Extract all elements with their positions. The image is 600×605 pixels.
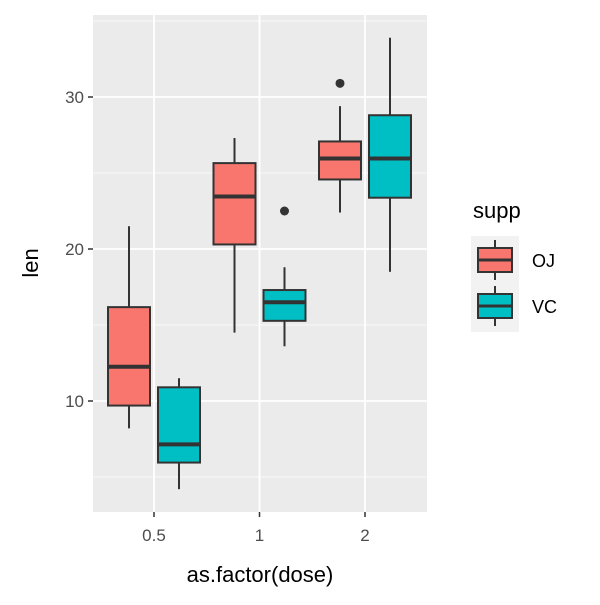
y-tick-label: 10	[65, 392, 84, 411]
outlier-point	[335, 78, 345, 88]
box	[368, 114, 412, 199]
y-tick-label: 20	[65, 240, 84, 259]
box	[212, 162, 257, 246]
box	[157, 386, 201, 464]
outlier-point	[280, 206, 289, 216]
legend-label-VC: VC	[532, 297, 557, 317]
box-VC-0.5	[157, 378, 201, 490]
box-OJ-2	[318, 78, 362, 213]
x-tick-label: 0.5	[142, 526, 166, 545]
legend-title: supp	[473, 198, 521, 223]
box-VC-2	[368, 37, 412, 272]
box	[107, 306, 151, 407]
box-OJ-0.5	[107, 226, 151, 429]
x-tick-label: 2	[360, 526, 369, 545]
box-OJ-1	[212, 138, 257, 333]
y-axis-title: len	[18, 248, 43, 277]
box	[262, 289, 307, 322]
x-axis-title: as.factor(dose)	[187, 562, 334, 587]
legend-label-OJ: OJ	[532, 251, 555, 271]
box-VC-1	[262, 206, 307, 347]
x-tick-label: 1	[255, 526, 264, 545]
y-tick-label: 30	[65, 88, 84, 107]
